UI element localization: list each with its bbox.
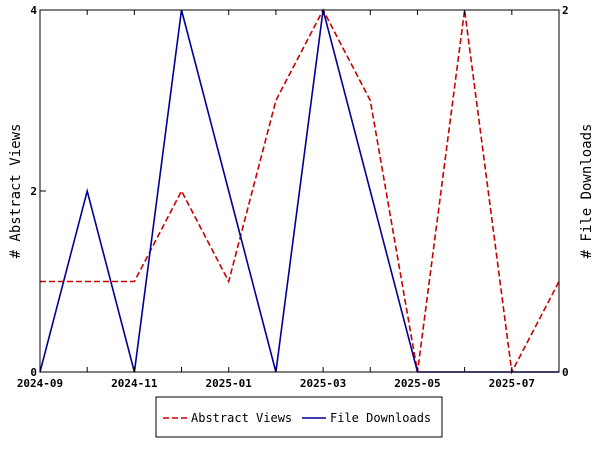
right-axis-title: # File Downloads — [579, 124, 595, 259]
x-tick-label-2024-09: 2024-09 — [17, 377, 63, 390]
left-y-tick-label-2: 2 — [30, 185, 37, 198]
right-y-tick-label-0: 0 — [562, 366, 569, 379]
left-axis-title: # Abstract Views — [8, 124, 24, 259]
x-tick-label-2025-05: 2025-05 — [394, 377, 440, 390]
x-tick-label-2024-11: 2024-11 — [111, 377, 158, 390]
series-line-file-downloads — [39, 9, 559, 373]
axes-group: 2024-09 2024-11 2025-01 2025-03 2025-05 2025-… — [17, 4, 569, 390]
right-y-tick-label-2: 2 — [562, 4, 569, 17]
legend-box — [155, 396, 443, 438]
x-tick-label-2025-03: 2025-03 — [300, 377, 346, 390]
left-y-tick-label-4: 4 — [30, 4, 37, 17]
legend: Abstract Views File Downloads — [155, 396, 443, 438]
legend-label-abstract-views: Abstract Views — [191, 411, 292, 425]
x-tick-label-2025-07: 2025-07 — [489, 377, 535, 390]
series-line-abstract-views — [40, 8, 560, 375]
plot-series-group — [39, 8, 560, 375]
left-y-tick-label-0: 0 — [30, 366, 37, 379]
legend-label-file-downloads: File Downloads — [330, 411, 431, 425]
x-tick-label-2025-01: 2025-01 — [206, 377, 253, 390]
